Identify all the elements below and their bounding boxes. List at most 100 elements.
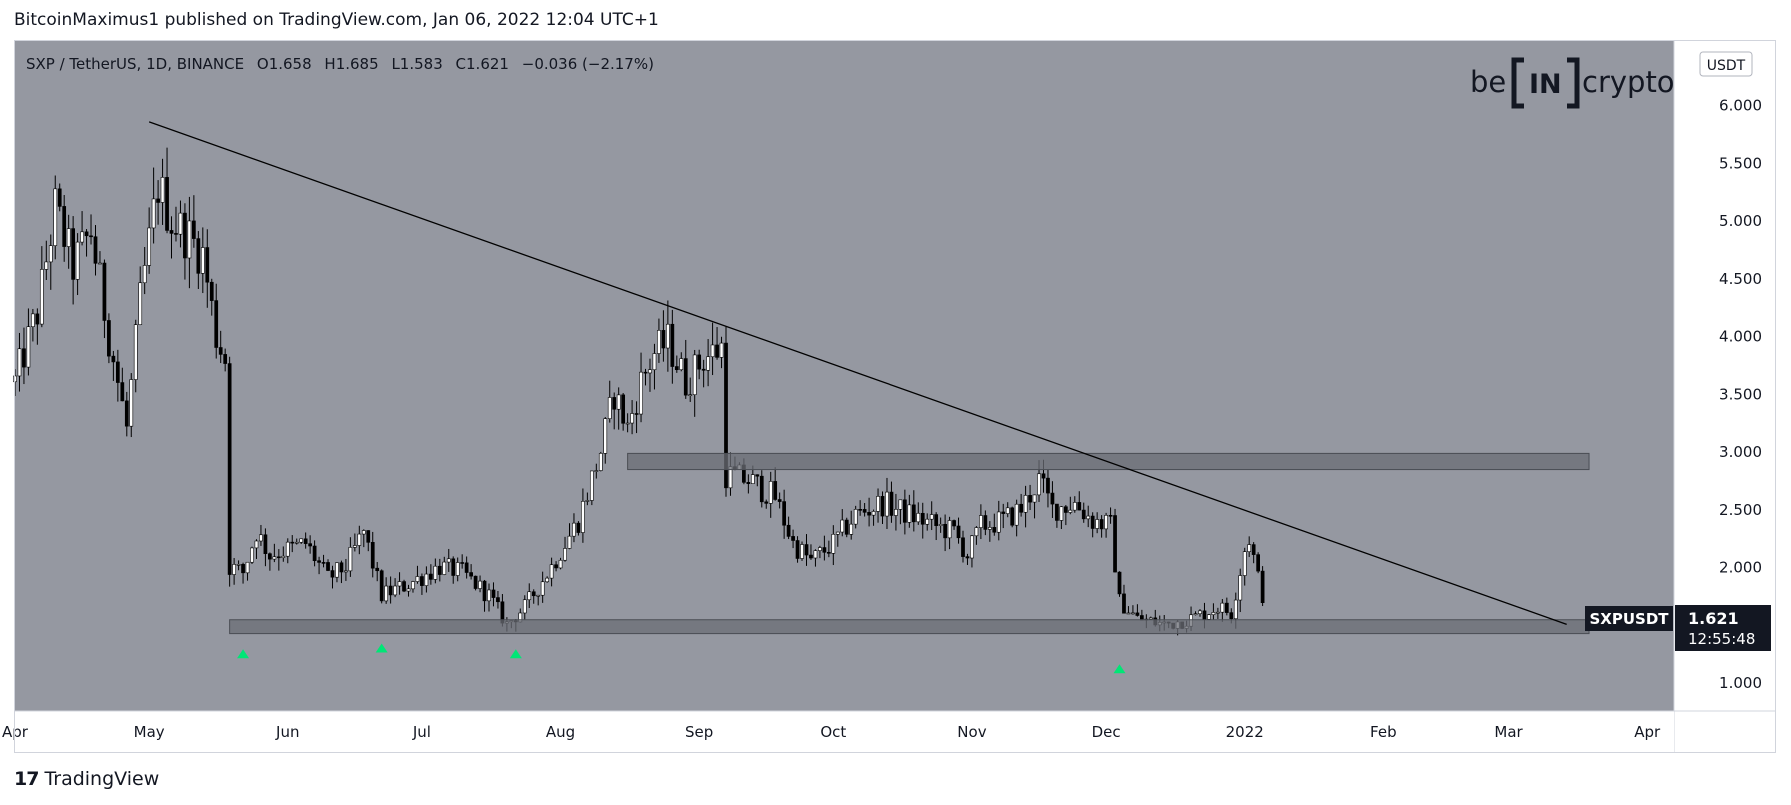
candle-up xyxy=(1233,599,1238,620)
candle-up xyxy=(48,245,53,263)
candle-up xyxy=(151,198,156,229)
legend-open-label: O xyxy=(257,55,269,73)
candle-up xyxy=(406,588,411,592)
candle-up xyxy=(299,538,304,543)
candle-up xyxy=(1247,544,1252,552)
candle-down xyxy=(227,363,232,575)
candle-down xyxy=(35,313,40,325)
candle-down xyxy=(402,581,406,592)
candle-down xyxy=(102,262,107,321)
candle-up xyxy=(925,518,930,525)
last-price-label xyxy=(1675,605,1771,651)
candle-up xyxy=(455,562,460,576)
candle-up xyxy=(885,491,889,517)
tradingview-logo-icon[interactable]: 17 xyxy=(14,768,39,790)
candle-up xyxy=(133,324,138,380)
candle-up xyxy=(898,499,903,510)
candle-up xyxy=(1095,519,1100,529)
candle-down xyxy=(366,530,371,543)
candle-up xyxy=(540,581,545,596)
candle-down xyxy=(460,562,465,564)
candle-up xyxy=(853,509,858,525)
candle-down xyxy=(701,368,706,371)
candle-down xyxy=(782,501,786,526)
chart-frame xyxy=(14,40,1776,753)
candle-down xyxy=(1046,477,1050,494)
candle-down xyxy=(1113,515,1117,573)
time-tick-label: Jun xyxy=(275,723,299,741)
candle-down xyxy=(777,499,782,502)
candle-down xyxy=(268,553,272,560)
candle-up xyxy=(1198,610,1202,615)
candle-down xyxy=(911,504,916,523)
candle-up xyxy=(581,501,585,533)
candle-up xyxy=(138,282,143,325)
candle-down xyxy=(746,482,751,484)
time-tick-label: 2022 xyxy=(1226,723,1264,741)
candle-down xyxy=(464,562,469,573)
candle-up xyxy=(232,564,236,575)
candle-up xyxy=(397,581,402,587)
price-tick-label: 1.000 xyxy=(1719,674,1762,692)
candle-up xyxy=(1104,515,1108,530)
candle-up xyxy=(979,515,983,528)
candle-up xyxy=(947,520,952,539)
price-axis[interactable] xyxy=(1674,41,1775,711)
candle-down xyxy=(1063,506,1068,513)
candle-down xyxy=(1224,602,1229,613)
candle-down xyxy=(809,554,813,559)
price-tick-label: 6.000 xyxy=(1719,97,1762,115)
candle-up xyxy=(147,227,152,266)
candle-up xyxy=(98,262,102,265)
candle-up xyxy=(200,247,205,274)
candle-down xyxy=(370,542,375,569)
support-arrow xyxy=(1113,664,1126,674)
candle-down xyxy=(308,543,312,547)
candle-down xyxy=(156,198,160,203)
candle-down xyxy=(429,573,433,580)
legend-low-label: L xyxy=(391,55,400,73)
currency-badge[interactable] xyxy=(1699,51,1753,77)
descending-trendline[interactable] xyxy=(148,121,1567,625)
time-axis[interactable] xyxy=(15,711,1674,752)
plot-background xyxy=(15,41,1674,711)
candle-down xyxy=(120,382,125,402)
candle-down xyxy=(576,522,581,533)
candle-down xyxy=(786,524,791,537)
candle-down xyxy=(674,366,679,371)
candle-up xyxy=(487,589,491,602)
candle-down xyxy=(214,300,219,348)
tradingview-brand[interactable]: TradingView xyxy=(44,768,160,790)
legend-high-label: H xyxy=(324,55,335,73)
candle-down xyxy=(755,474,760,477)
candle-down xyxy=(379,570,384,602)
candle-up xyxy=(1220,602,1225,613)
candle-down xyxy=(317,560,321,563)
candle-up xyxy=(666,323,670,349)
candle-down xyxy=(420,576,424,586)
candle-up xyxy=(831,533,836,554)
candle-down xyxy=(634,413,639,415)
candle-up xyxy=(142,265,147,284)
logo-right-text: crypto xyxy=(1582,65,1675,99)
candle-up xyxy=(894,509,898,516)
legend-high-value: 1.685 xyxy=(336,55,379,73)
candle-up xyxy=(974,527,979,537)
candle-down xyxy=(482,580,487,602)
candle-down xyxy=(867,512,871,516)
candle-down xyxy=(554,564,558,569)
candle-up xyxy=(938,523,943,526)
candle-down xyxy=(1090,515,1095,529)
candle-up xyxy=(598,453,603,471)
candle-up xyxy=(987,527,992,530)
candle-down xyxy=(326,562,330,571)
candle-up xyxy=(589,470,594,501)
candle-up xyxy=(750,474,755,484)
candle-up xyxy=(39,269,44,325)
candle-down xyxy=(880,496,885,517)
candle-down xyxy=(1050,492,1055,505)
candle-up xyxy=(13,375,17,383)
candle-up xyxy=(272,556,277,560)
candle-down xyxy=(57,188,62,207)
